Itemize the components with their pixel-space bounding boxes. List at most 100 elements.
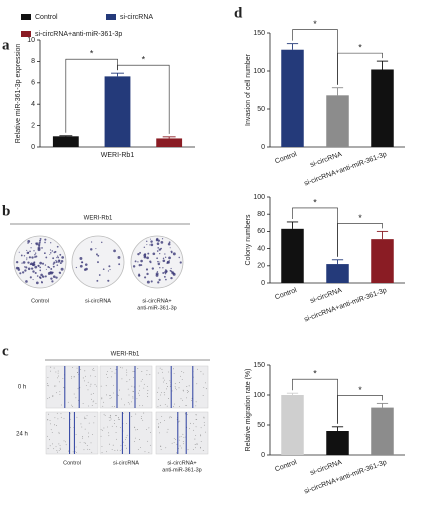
cell	[75, 446, 77, 448]
cell	[76, 452, 78, 454]
cell	[200, 441, 202, 443]
colony	[29, 250, 31, 253]
significance: *	[142, 55, 146, 65]
legend-swatch	[106, 14, 116, 20]
cell	[158, 387, 160, 389]
cell	[192, 423, 194, 425]
cell	[58, 443, 60, 445]
cell	[109, 443, 110, 445]
cell	[149, 374, 151, 375]
cell	[118, 419, 120, 420]
cell	[93, 392, 94, 394]
cell	[186, 397, 187, 399]
cell	[176, 443, 178, 445]
cell	[146, 385, 148, 387]
significance: *	[313, 19, 317, 29]
cell	[49, 445, 51, 447]
row-label: 0 h	[18, 385, 26, 391]
colony	[50, 242, 52, 244]
cell	[51, 431, 53, 433]
cell	[173, 406, 174, 408]
cell	[164, 394, 166, 396]
x-tick-label: si-circRNA+anti-miR-361-3p	[303, 459, 388, 495]
cell	[178, 439, 180, 441]
image-label: anti-miR-361-3p	[137, 305, 176, 311]
cell	[169, 386, 171, 387]
cell	[133, 386, 135, 388]
colony	[158, 248, 161, 251]
cell	[194, 444, 196, 445]
cell	[111, 405, 113, 407]
bar	[371, 239, 394, 283]
cell	[169, 417, 171, 419]
cell	[161, 392, 162, 394]
y-axis-label: Colony numbers	[245, 214, 252, 265]
colony	[20, 254, 23, 257]
cell	[173, 368, 174, 370]
cell	[47, 376, 49, 378]
colony	[164, 256, 167, 258]
cell	[109, 398, 111, 399]
cell	[96, 385, 97, 387]
colony	[144, 255, 146, 258]
cell	[124, 445, 126, 447]
cell	[140, 416, 142, 417]
cell	[132, 397, 134, 399]
colony	[31, 256, 34, 259]
colony	[50, 277, 53, 280]
cell	[55, 385, 57, 387]
cell	[179, 436, 181, 438]
cell	[174, 386, 176, 388]
x-tick-label: Control	[274, 287, 298, 301]
colony	[41, 281, 44, 284]
cell	[63, 440, 65, 442]
colony	[166, 260, 170, 264]
colony	[84, 263, 88, 266]
cell	[100, 435, 102, 437]
colony	[95, 248, 97, 250]
colony	[155, 273, 159, 277]
cell	[134, 437, 136, 439]
cell	[119, 389, 120, 391]
cell	[180, 447, 182, 449]
panel-letter: a	[2, 37, 10, 53]
cell	[109, 414, 111, 416]
colony	[172, 272, 176, 276]
cell	[94, 376, 96, 377]
colony	[45, 268, 47, 270]
colony	[52, 257, 55, 260]
cell	[160, 446, 162, 447]
cell	[200, 435, 202, 437]
cell	[111, 449, 113, 450]
colony	[79, 257, 83, 260]
bar	[52, 136, 79, 147]
cell	[196, 443, 197, 445]
cell	[148, 452, 150, 453]
wound-image	[155, 365, 209, 409]
cell	[145, 429, 147, 431]
cell	[134, 441, 135, 442]
y-tick-label: 4	[31, 101, 35, 108]
cell	[52, 396, 54, 397]
cell	[168, 398, 170, 399]
colony	[140, 264, 143, 266]
cell	[161, 368, 163, 370]
colony	[165, 278, 167, 281]
x-tick-label: si-circRNA	[309, 287, 343, 305]
x-tick-label: WERI-Rb1	[101, 152, 135, 159]
cell	[93, 370, 95, 371]
cell	[126, 371, 128, 373]
y-tick-label: 100	[253, 194, 265, 201]
cell	[191, 397, 193, 399]
cell	[53, 367, 55, 369]
cell	[144, 451, 146, 453]
cell	[194, 438, 196, 440]
colony	[96, 279, 99, 282]
y-tick-label: 6	[31, 80, 35, 87]
cell	[107, 376, 109, 378]
cell	[146, 374, 148, 376]
cell	[56, 425, 57, 426]
cell	[90, 383, 92, 385]
colony	[56, 255, 59, 257]
cell	[50, 423, 51, 425]
